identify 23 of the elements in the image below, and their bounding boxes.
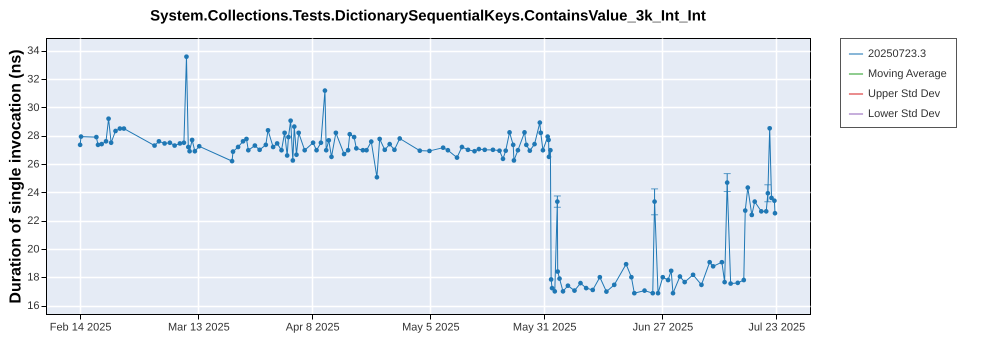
y-tick-label: 24: [27, 186, 40, 199]
y-tick-label: 34: [27, 45, 40, 58]
y-tick-label: 20: [27, 243, 40, 256]
x-tick-label: May 31 2025: [512, 322, 577, 334]
legend-label: Upper Std Dev: [868, 88, 941, 100]
y-tick-label: 26: [27, 158, 40, 170]
y-tick-label: 18: [27, 272, 40, 284]
y-tick-label: 30: [27, 102, 40, 114]
x-tick-label: Apr 8 2025: [286, 322, 340, 334]
y-tick-label: 32: [27, 74, 40, 86]
x-tick-label: Feb 14 2025: [50, 322, 112, 334]
y-tick-label: 28: [27, 130, 40, 142]
x-tick-label: May 5 2025: [402, 322, 460, 334]
x-tick-label: Jun 27 2025: [632, 322, 694, 334]
y-axis-title: Duration of single invocation (ns): [7, 49, 24, 304]
legend-label: 20250723.3: [868, 48, 926, 60]
legend-label: Lower Std Dev: [868, 108, 941, 120]
y-tick-label: 16: [27, 300, 40, 312]
chart-title: System.Collections.Tests.DictionarySequentialKeys.ContainsValue_3k_Int_Int: [150, 8, 706, 24]
x-tick-label: Jul 23 2025: [748, 322, 806, 334]
y-tick-label: 22: [27, 215, 40, 228]
x-tick-label: Mar 13 2025: [168, 322, 230, 334]
legend-label: Moving Average: [868, 68, 947, 80]
